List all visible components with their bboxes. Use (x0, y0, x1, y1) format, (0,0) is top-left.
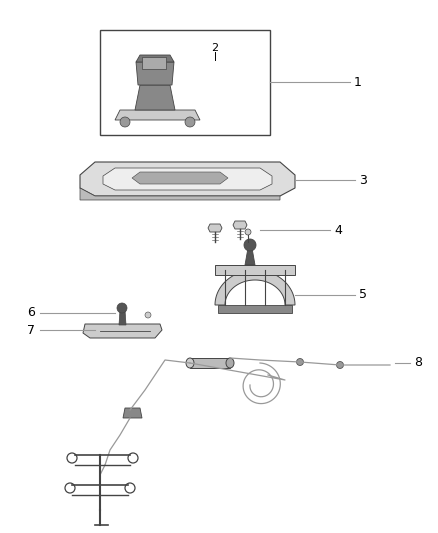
Bar (215, 265, 295, 275)
Polygon shape (123, 408, 142, 418)
Polygon shape (135, 85, 175, 110)
Polygon shape (136, 62, 174, 85)
Polygon shape (136, 55, 174, 62)
Polygon shape (103, 168, 272, 190)
Bar (142, 57, 166, 69)
Circle shape (117, 303, 127, 313)
Polygon shape (115, 110, 200, 120)
Polygon shape (80, 162, 295, 196)
Ellipse shape (186, 358, 194, 368)
Text: 1: 1 (354, 76, 362, 88)
Circle shape (125, 483, 135, 493)
Text: 6: 6 (27, 306, 35, 319)
Polygon shape (119, 310, 126, 325)
Polygon shape (245, 248, 255, 265)
Circle shape (128, 453, 138, 463)
Bar (100, 30, 270, 135)
Polygon shape (83, 324, 162, 338)
Circle shape (244, 239, 256, 251)
Polygon shape (132, 172, 228, 184)
Text: 2: 2 (212, 43, 219, 53)
Circle shape (145, 312, 151, 318)
Circle shape (65, 483, 75, 493)
Polygon shape (233, 221, 247, 229)
Circle shape (67, 453, 77, 463)
Polygon shape (190, 358, 230, 368)
Text: 5: 5 (359, 288, 367, 302)
Circle shape (185, 117, 195, 127)
Polygon shape (80, 188, 280, 200)
Polygon shape (215, 270, 295, 305)
Polygon shape (208, 224, 222, 232)
Ellipse shape (226, 358, 234, 368)
Circle shape (120, 117, 130, 127)
Circle shape (336, 361, 343, 368)
Circle shape (297, 359, 304, 366)
Bar (218, 305, 292, 313)
Text: 3: 3 (359, 174, 367, 187)
Text: 8: 8 (414, 357, 422, 369)
Circle shape (245, 229, 251, 235)
Text: 7: 7 (27, 324, 35, 336)
Text: 4: 4 (334, 223, 342, 237)
